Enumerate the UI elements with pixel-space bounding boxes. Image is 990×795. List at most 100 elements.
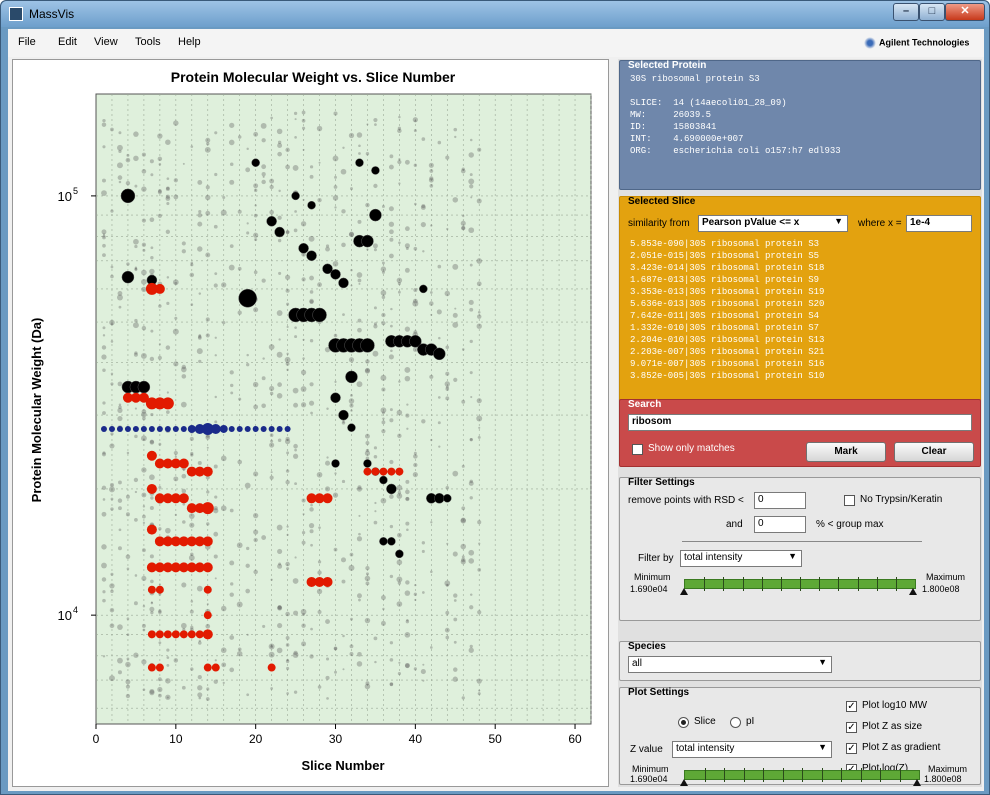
- scatter-plot[interactable]: Protein Molecular Weight vs. Slice Numbe…: [13, 60, 610, 788]
- data-point[interactable]: [371, 467, 380, 476]
- data-point[interactable]: [298, 243, 309, 254]
- data-point[interactable]: [387, 467, 396, 476]
- data-point[interactable]: [338, 277, 349, 289]
- data-point[interactable]: [274, 226, 285, 238]
- data-point[interactable]: [306, 250, 317, 261]
- similar-protein-item[interactable]: 1.687e-013|30S ribosomal protein S9: [630, 275, 820, 285]
- data-point[interactable]: [291, 191, 300, 201]
- no-trypsin-checkbox[interactable]: [844, 495, 855, 506]
- data-point[interactable]: [130, 392, 141, 403]
- data-point[interactable]: [314, 493, 325, 504]
- data-point[interactable]: [146, 524, 157, 535]
- data-point[interactable]: [164, 425, 171, 432]
- data-point[interactable]: [266, 216, 277, 227]
- similar-protein-item[interactable]: 3.353e-013|30S ribosomal protein S19: [630, 287, 825, 297]
- data-point[interactable]: [121, 270, 135, 284]
- data-point[interactable]: [155, 585, 164, 594]
- data-point[interactable]: [154, 458, 165, 469]
- data-point[interactable]: [170, 536, 181, 547]
- menu-edit[interactable]: Edit: [58, 36, 77, 48]
- data-point[interactable]: [108, 425, 115, 432]
- data-point[interactable]: [345, 370, 358, 384]
- data-point[interactable]: [137, 380, 151, 394]
- plot-panel[interactable]: Protein Molecular Weight vs. Slice Numbe…: [12, 59, 609, 787]
- clear-button[interactable]: Clear: [894, 442, 974, 462]
- menu-file[interactable]: File: [18, 36, 36, 48]
- data-point[interactable]: [186, 562, 197, 573]
- log-mw-checkbox[interactable]: ✓: [846, 701, 857, 712]
- data-point[interactable]: [306, 493, 317, 504]
- similar-protein-item[interactable]: 2.203e-007|30S ribosomal protein S21: [630, 347, 825, 357]
- data-point[interactable]: [238, 288, 257, 308]
- data-point[interactable]: [203, 663, 212, 672]
- plot-slider-max-handle[interactable]: [913, 779, 921, 786]
- data-point[interactable]: [433, 347, 446, 361]
- data-point[interactable]: [379, 467, 388, 476]
- data-point[interactable]: [363, 459, 372, 468]
- data-point[interactable]: [361, 234, 374, 248]
- rsd-input[interactable]: 0: [754, 492, 806, 509]
- data-point[interactable]: [170, 458, 181, 469]
- filter-range-slider[interactable]: [680, 577, 917, 595]
- search-input[interactable]: ribosom: [628, 414, 972, 431]
- data-point[interactable]: [145, 282, 158, 295]
- data-point[interactable]: [146, 562, 157, 573]
- data-point[interactable]: [330, 269, 341, 280]
- data-point[interactable]: [202, 536, 213, 547]
- data-point[interactable]: [194, 503, 205, 514]
- show-matches-checkbox[interactable]: [632, 444, 643, 455]
- data-point[interactable]: [186, 503, 197, 514]
- data-point[interactable]: [203, 585, 212, 594]
- data-point[interactable]: [161, 397, 174, 410]
- filter-by-dropdown[interactable]: total intensity ▼: [680, 550, 802, 567]
- data-point[interactable]: [155, 630, 164, 639]
- data-point[interactable]: [100, 425, 107, 432]
- data-point[interactable]: [434, 493, 445, 504]
- menu-tools[interactable]: Tools: [135, 36, 161, 48]
- data-point[interactable]: [312, 307, 327, 323]
- similar-protein-item[interactable]: 5.636e-013|30S ribosomal protein S20: [630, 299, 825, 309]
- data-point[interactable]: [387, 537, 396, 546]
- data-point[interactable]: [147, 663, 156, 672]
- data-point[interactable]: [147, 585, 156, 594]
- data-point[interactable]: [146, 483, 157, 494]
- data-point[interactable]: [330, 392, 341, 404]
- data-point[interactable]: [202, 562, 213, 573]
- similar-protein-item[interactable]: 9.071e-007|30S ribosomal protein S16: [630, 359, 825, 369]
- data-point[interactable]: [307, 200, 316, 210]
- data-point[interactable]: [186, 466, 197, 477]
- data-point[interactable]: [268, 425, 275, 432]
- data-point[interactable]: [244, 425, 251, 432]
- data-point[interactable]: [219, 424, 228, 433]
- data-point[interactable]: [162, 536, 173, 547]
- data-point[interactable]: [154, 283, 165, 294]
- close-button[interactable]: ✕: [945, 3, 985, 21]
- data-point[interactable]: [194, 466, 205, 477]
- plot-range-slider[interactable]: [680, 768, 921, 786]
- minimize-button[interactable]: –: [893, 3, 919, 21]
- data-point[interactable]: [154, 536, 165, 547]
- data-point[interactable]: [322, 576, 333, 587]
- pi-radio[interactable]: [730, 717, 741, 728]
- slider-min-handle[interactable]: [680, 588, 688, 595]
- data-point[interactable]: [347, 423, 356, 432]
- data-point[interactable]: [211, 663, 220, 672]
- similar-protein-list[interactable]: 5.853e-090|30S ribosomal protein S3 2.051…: [630, 238, 824, 382]
- data-point[interactable]: [178, 536, 189, 547]
- data-point[interactable]: [178, 562, 189, 573]
- data-point[interactable]: [154, 493, 165, 504]
- data-point[interactable]: [138, 392, 149, 403]
- data-point[interactable]: [194, 423, 205, 434]
- data-point[interactable]: [155, 663, 164, 672]
- data-point[interactable]: [443, 494, 452, 503]
- data-point[interactable]: [360, 338, 375, 353]
- data-point[interactable]: [162, 458, 173, 469]
- similar-protein-item[interactable]: 2.051e-015|30S ribosomal protein S5: [630, 251, 820, 261]
- data-point[interactable]: [371, 166, 380, 175]
- data-point[interactable]: [419, 284, 428, 294]
- data-point[interactable]: [179, 630, 188, 639]
- data-point[interactable]: [163, 630, 172, 639]
- plot-area[interactable]: [95, 93, 592, 725]
- data-point[interactable]: [203, 611, 212, 620]
- slice-radio[interactable]: [678, 717, 689, 728]
